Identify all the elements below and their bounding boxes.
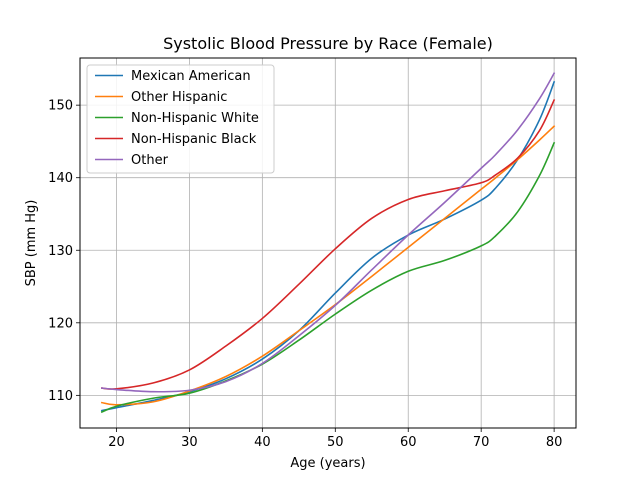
legend-label-other-hispanic: Other Hispanic bbox=[131, 90, 227, 105]
y-tick-label: 150 bbox=[48, 99, 73, 114]
y-tick-label: 110 bbox=[48, 389, 73, 404]
legend-label-non-hispanic-black: Non-Hispanic Black bbox=[131, 132, 257, 147]
x-tick-label: 60 bbox=[400, 435, 417, 450]
y-tick-label: 130 bbox=[48, 244, 73, 259]
x-tick-label: 50 bbox=[327, 435, 344, 450]
x-tick-label: 30 bbox=[181, 435, 198, 450]
x-tick-label: 80 bbox=[546, 435, 563, 450]
legend: Mexican American Other Hispanic Non-Hispan… bbox=[87, 65, 274, 173]
y-tick-label: 140 bbox=[48, 171, 73, 186]
x-tick-label: 40 bbox=[254, 435, 271, 450]
x-tick-label: 20 bbox=[108, 435, 125, 450]
y-axis-label: SBP (mm Hg) bbox=[24, 200, 39, 287]
chart-title: Systolic Blood Pressure by Race (Female) bbox=[163, 34, 493, 53]
legend-label-non-hispanic-white: Non-Hispanic White bbox=[131, 111, 259, 126]
legend-label-mexican-american: Mexican American bbox=[131, 69, 251, 84]
x-axis-label: Age (years) bbox=[290, 456, 365, 471]
legend-label-other: Other bbox=[131, 153, 169, 168]
x-tick-label: 70 bbox=[473, 435, 490, 450]
y-tick-label: 120 bbox=[48, 316, 73, 331]
